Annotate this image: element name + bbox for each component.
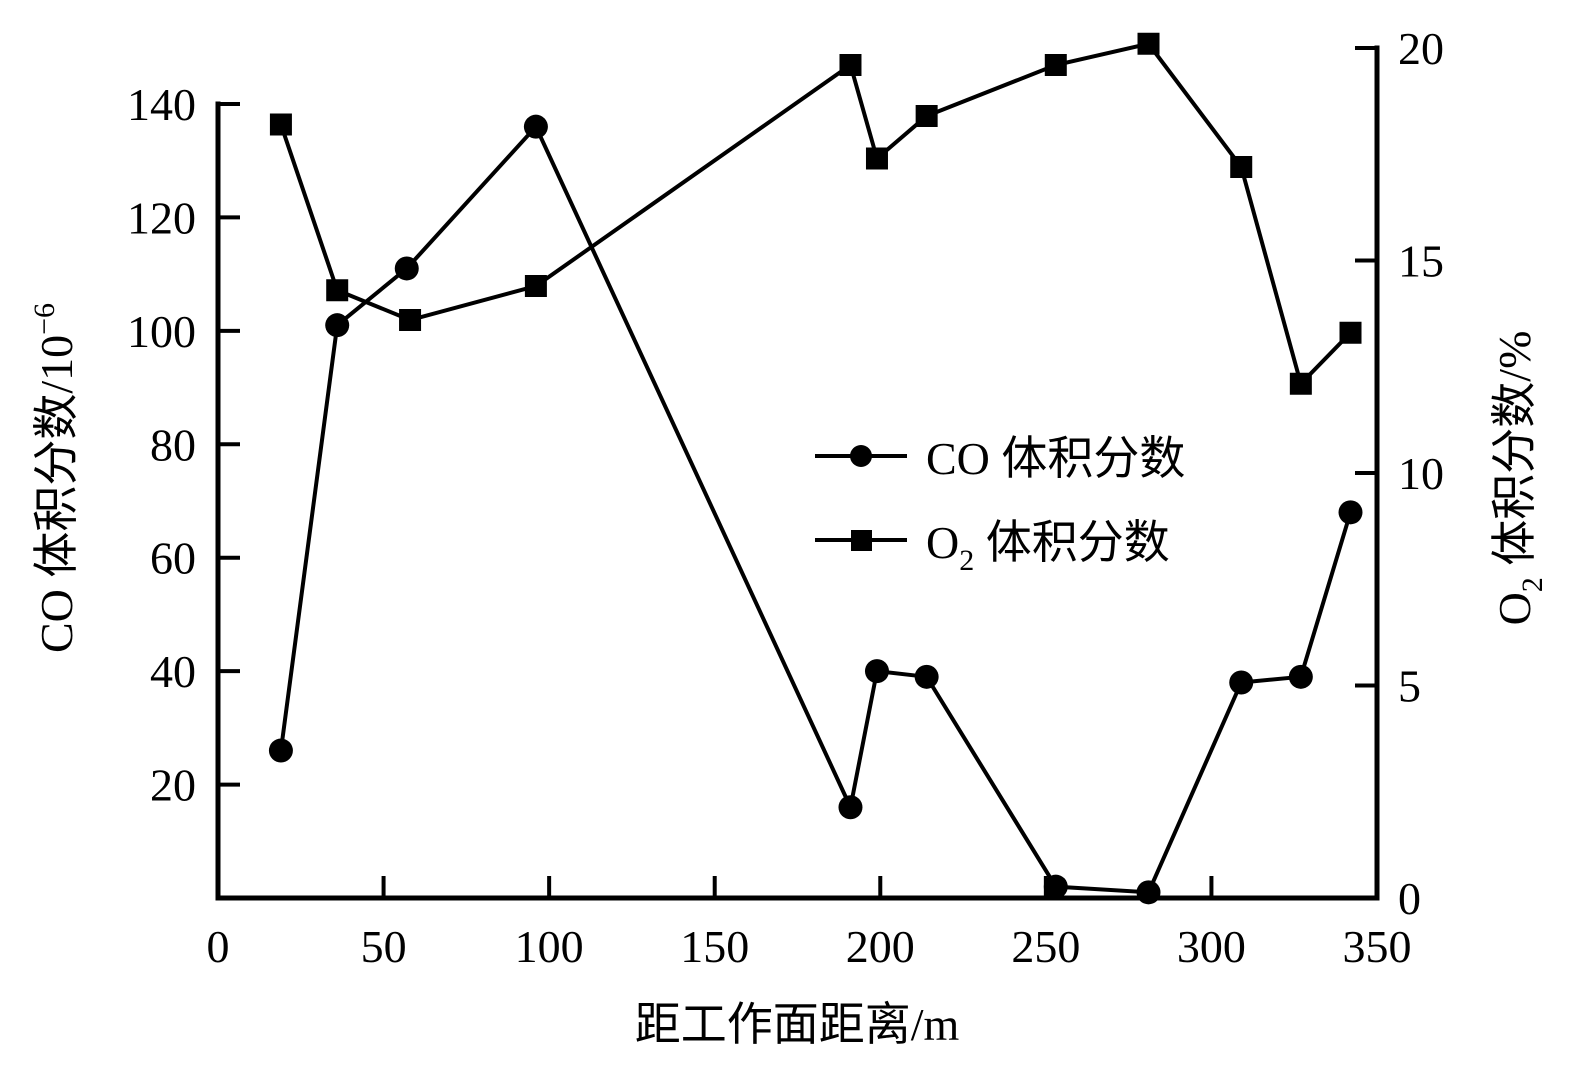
co-data-point-circle-icon (1288, 664, 1313, 689)
o2-line (279, 41, 1352, 388)
o2-data-point-square-icon (1137, 32, 1160, 55)
x-tick-label: 350 (1343, 921, 1412, 972)
x-tick-label: 150 (680, 921, 749, 972)
y-left-tick-label: 120 (127, 192, 196, 243)
y-left-tick-label: 80 (150, 419, 196, 470)
y-left-tick-label: 140 (127, 79, 196, 130)
o2-data-point-square-icon (915, 105, 938, 127)
y-left-tick-label: 20 (150, 760, 196, 811)
y-right-tick-label: 0 (1398, 873, 1421, 924)
o2-data-point-square-icon (1339, 321, 1362, 344)
x-tick-label: 300 (1177, 921, 1246, 972)
x-tick-label: 100 (515, 921, 584, 972)
co-data-point-circle-icon (1136, 880, 1161, 905)
legend: CO 体积分数 O2 体积分数 (815, 433, 1185, 577)
y-right-axis-ticks: 0 5 10 15 20 (1355, 23, 1444, 924)
x-tick-label: 200 (846, 921, 915, 972)
y-left-axis-ticks: 20 40 60 80 100 120 140 (127, 79, 240, 811)
y-left-tick-label: 100 (127, 306, 196, 357)
y-right-tick-label: 15 (1398, 236, 1444, 287)
y-right-tick-label: 20 (1398, 23, 1444, 74)
co-series (268, 114, 1363, 905)
y-left-tick-label: 40 (150, 646, 196, 697)
o2-data-point-square-icon (1289, 372, 1312, 395)
co-data-point-circle-icon (1338, 500, 1363, 525)
legend-co-circle-marker-icon (850, 445, 872, 467)
co-data-point-circle-icon (914, 664, 939, 689)
o2-data-point-square-icon (1044, 54, 1067, 76)
o2-data-point-square-icon (399, 309, 422, 331)
y-left-axis-title: CO 体积分数/10−6 (28, 303, 82, 653)
co-line (278, 123, 1353, 895)
y-right-tick-label: 10 (1398, 448, 1444, 499)
x-axis-title: 距工作面距离/m (635, 999, 960, 1050)
x-axis-ticks: 0 50 100 150 200 250 300 350 (207, 876, 1412, 972)
legend-o2-label: O2 体积分数 (926, 517, 1170, 577)
co-data-point-circle-icon (864, 659, 889, 684)
o2-data-point-square-icon (865, 147, 888, 170)
o2-data-point-square-icon (839, 54, 862, 76)
co-data-point-circle-icon (1043, 874, 1068, 899)
legend-o2-square-marker-icon (851, 530, 872, 551)
o2-data-point-square-icon (1230, 156, 1253, 178)
x-tick-label: 250 (1011, 921, 1080, 972)
legend-co-label: CO 体积分数 (926, 433, 1185, 484)
x-tick-label: 50 (361, 921, 407, 972)
o2-series (269, 32, 1362, 395)
x-tick-label: 0 (207, 921, 230, 972)
y-right-axis-title: O2 体积分数/% (1489, 331, 1549, 626)
co-data-point-circle-icon (838, 795, 863, 820)
co-data-point-circle-icon (325, 313, 350, 338)
co-data-point-circle-icon (1229, 670, 1254, 695)
y-right-tick-label: 5 (1398, 661, 1421, 712)
o2-data-point-square-icon (326, 279, 349, 302)
o2-data-point-square-icon (524, 275, 547, 297)
co-data-point-circle-icon (268, 738, 293, 763)
o2-data-point-square-icon (269, 113, 292, 136)
y-left-tick-label: 60 (150, 533, 196, 584)
co-data-point-circle-icon (523, 114, 548, 139)
co-data-point-circle-icon (394, 256, 419, 281)
